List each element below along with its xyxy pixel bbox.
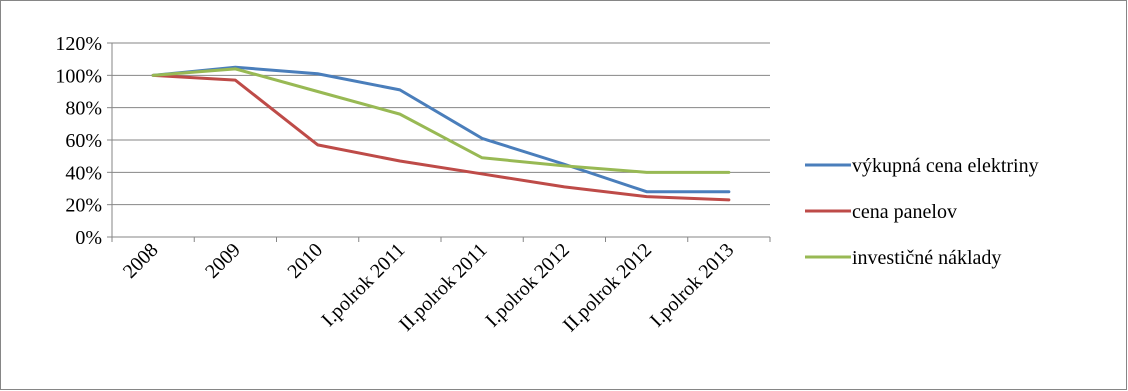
legend-label: cena panelov — [852, 201, 957, 223]
y-tick-label: 0% — [75, 227, 102, 249]
y-tick-label: 40% — [65, 162, 102, 184]
legend-entry: výkupná cena elektriny — [805, 155, 1039, 177]
y-tick-label: 100% — [55, 65, 102, 87]
series-line-3 — [151, 67, 731, 174]
series-lines — [151, 65, 731, 202]
y-tick-label: 60% — [65, 130, 102, 152]
y-tick-label: 80% — [65, 98, 102, 120]
series-line-2 — [151, 73, 731, 202]
legend: výkupná cena elektriny cena panelov invest… — [805, 155, 1039, 269]
legend-entry: cena panelov — [805, 201, 957, 223]
y-tick-label: 20% — [65, 195, 102, 217]
axes — [107, 42, 771, 242]
y-axis-tick-labels: 0% 20% 40% 60% 80% 100% 120% — [55, 33, 102, 249]
legend-label: investičné náklady — [852, 247, 1001, 269]
series-line-1 — [151, 65, 731, 194]
gridlines — [112, 42, 770, 206]
y-tick-label: 120% — [55, 33, 102, 55]
legend-entry: investičné náklady — [805, 247, 1001, 269]
legend-label: výkupná cena elektriny — [852, 155, 1039, 177]
